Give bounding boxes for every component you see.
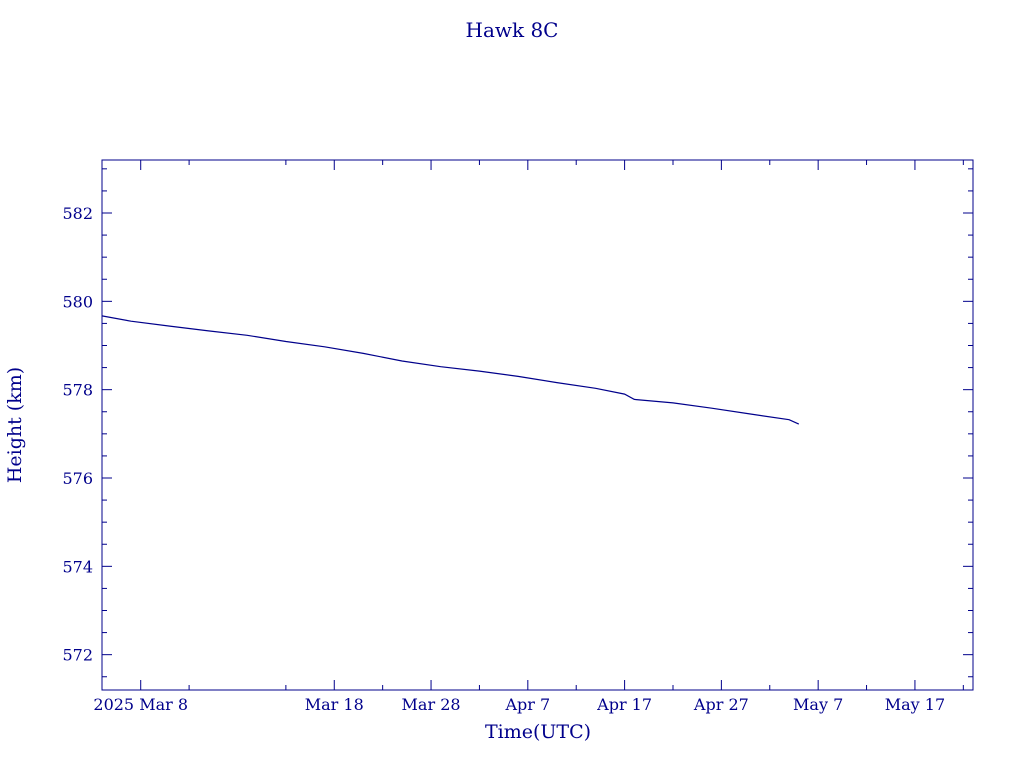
x-tick-label: May 17 xyxy=(885,695,945,714)
y-tick-label: 580 xyxy=(62,292,93,311)
chart-title: Hawk 8C xyxy=(466,18,559,42)
y-tick-label: 578 xyxy=(62,381,93,400)
y-tick-label: 574 xyxy=(62,557,93,576)
y-tick-label: 572 xyxy=(62,646,93,665)
x-tick-label: Mar 28 xyxy=(402,695,461,714)
x-tick-label: Apr 27 xyxy=(693,695,749,714)
series-line xyxy=(101,315,800,425)
x-tick-label: Apr 7 xyxy=(504,695,550,714)
y-tick-label: 576 xyxy=(62,469,93,488)
x-axis-label: Time(UTC) xyxy=(485,721,591,743)
series-group xyxy=(101,315,800,425)
x-tick-label: 2025 Mar 8 xyxy=(93,695,188,714)
x-tick-labels: 2025 Mar 8 Mar 18 Mar 28 Apr 7 Apr 17 Apr 27 M… xyxy=(93,695,945,714)
y-axis-label: Height (km) xyxy=(4,367,26,483)
x-tick-label: Apr 17 xyxy=(596,695,652,714)
y-tick-labels: 572 574 576 578 580 582 xyxy=(62,204,93,665)
tick-marks xyxy=(102,160,973,690)
x-tick-label: Mar 18 xyxy=(305,695,364,714)
x-tick-label: May 7 xyxy=(793,695,843,714)
plot-frame xyxy=(101,159,974,691)
y-tick-label: 582 xyxy=(62,204,93,223)
